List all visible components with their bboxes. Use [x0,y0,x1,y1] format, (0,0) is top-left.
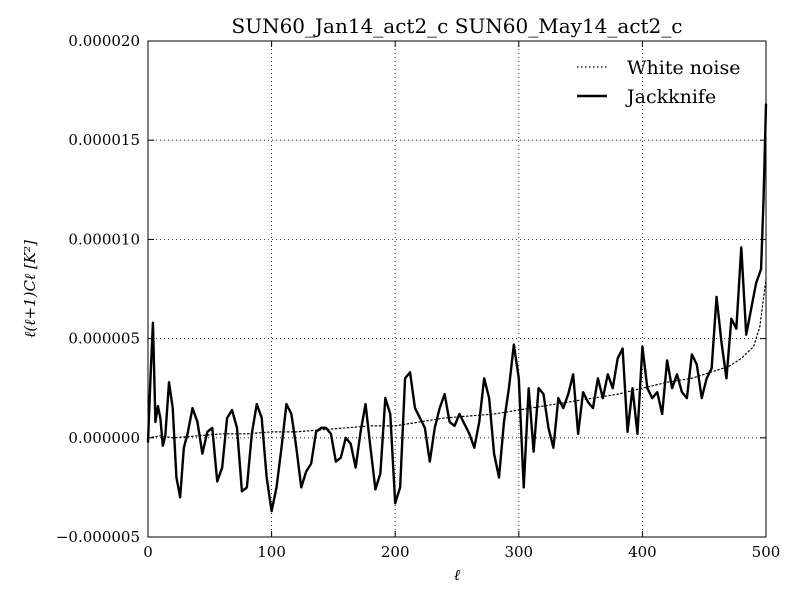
legend: White noise Jackknife [577,57,741,108]
plot-frame [147,40,767,538]
x-tick-label-4: 400 [628,543,657,561]
y-tick-label-4: 0.000015 [68,131,140,149]
series-line-jackknife [146,103,768,513]
chart-title: SUN60_Jan14_act2_c SUN60_May14_act2_c [232,14,683,38]
legend-label-white-noise: White noise [627,57,741,79]
ticks: 0 100 200 300 400 500 −0.000005 0.000000 0.00000… [56,32,780,561]
legend-label-jackknife: Jackknife [625,86,716,108]
y-tick-label-2: 0.000005 [68,330,140,348]
x-tick-label-0: 0 [143,543,153,561]
y-axis-label: ℓ(ℓ+1)Cℓ [K²] [21,240,39,338]
y-tick-label-1: 0.000000 [68,429,140,447]
grid [148,41,766,537]
x-tick-label-2: 200 [381,543,410,561]
y-tick-label-0: −0.000005 [56,528,140,546]
x-tick-label-1: 100 [257,543,286,561]
x-axis-label: ℓ [454,566,460,584]
x-tick-label-5: 500 [752,543,781,561]
series-layer [146,103,768,513]
y-tick-label-5: 0.000020 [68,32,140,50]
y-tick-label-3: 0.000010 [68,230,140,248]
series-line-white-noise [147,278,767,439]
x-tick-label-3: 300 [504,543,533,561]
